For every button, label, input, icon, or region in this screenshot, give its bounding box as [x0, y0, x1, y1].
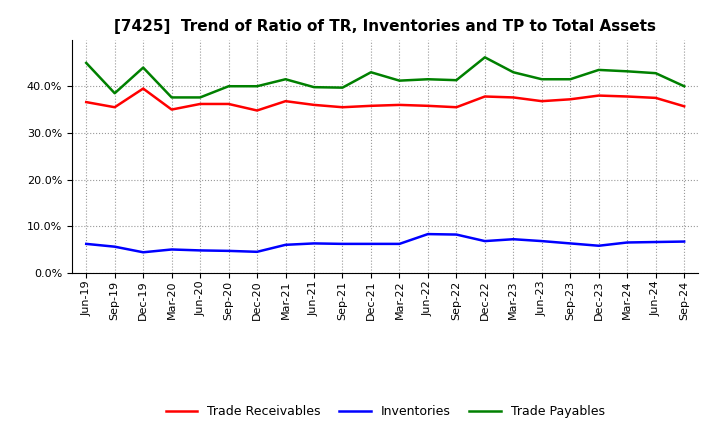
Inventories — [110, 244, 119, 249]
Trade Payables — [282, 77, 290, 82]
Trade Payables — [452, 77, 461, 83]
Trade Payables — [423, 77, 432, 82]
Trade Payables — [366, 70, 375, 75]
Trade Receivables — [139, 86, 148, 91]
Inventories — [225, 248, 233, 253]
Inventories — [338, 241, 347, 246]
Trade Payables — [139, 65, 148, 70]
Trade Payables — [82, 60, 91, 66]
Trade Receivables — [452, 105, 461, 110]
Inventories — [509, 237, 518, 242]
Inventories — [595, 243, 603, 249]
Trade Payables — [537, 77, 546, 82]
Trade Payables — [253, 84, 261, 89]
Inventories — [652, 239, 660, 245]
Trade Payables — [225, 84, 233, 89]
Trade Receivables — [680, 104, 688, 109]
Trade Receivables — [423, 103, 432, 109]
Trade Receivables — [623, 94, 631, 99]
Trade Receivables — [595, 93, 603, 98]
Inventories — [452, 232, 461, 237]
Inventories — [282, 242, 290, 247]
Inventories — [566, 241, 575, 246]
Legend: Trade Receivables, Inventories, Trade Payables: Trade Receivables, Inventories, Trade Pa… — [161, 400, 610, 423]
Trade Payables — [167, 95, 176, 100]
Trade Receivables — [366, 103, 375, 109]
Inventories — [423, 231, 432, 237]
Trade Payables — [338, 85, 347, 90]
Line: Inventories: Inventories — [86, 234, 684, 252]
Title: [7425]  Trend of Ratio of TR, Inventories and TP to Total Assets: [7425] Trend of Ratio of TR, Inventories… — [114, 19, 656, 34]
Trade Receivables — [537, 99, 546, 104]
Trade Payables — [566, 77, 575, 82]
Inventories — [623, 240, 631, 245]
Trade Receivables — [82, 99, 91, 105]
Inventories — [310, 241, 318, 246]
Inventories — [395, 241, 404, 246]
Line: Trade Payables: Trade Payables — [86, 57, 684, 97]
Trade Payables — [395, 78, 404, 83]
Trade Payables — [310, 84, 318, 90]
Trade Receivables — [338, 105, 347, 110]
Trade Receivables — [310, 102, 318, 107]
Trade Receivables — [509, 95, 518, 100]
Trade Receivables — [196, 101, 204, 106]
Trade Receivables — [225, 101, 233, 106]
Trade Payables — [196, 95, 204, 100]
Trade Payables — [595, 67, 603, 73]
Inventories — [253, 249, 261, 254]
Inventories — [139, 249, 148, 255]
Trade Receivables — [480, 94, 489, 99]
Trade Payables — [509, 70, 518, 75]
Line: Trade Receivables: Trade Receivables — [86, 88, 684, 110]
Trade Receivables — [395, 102, 404, 107]
Trade Receivables — [110, 105, 119, 110]
Trade Receivables — [167, 107, 176, 112]
Trade Receivables — [652, 95, 660, 100]
Trade Payables — [652, 70, 660, 76]
Inventories — [196, 248, 204, 253]
Inventories — [167, 247, 176, 252]
Trade Receivables — [282, 99, 290, 104]
Inventories — [82, 241, 91, 246]
Inventories — [480, 238, 489, 244]
Inventories — [366, 241, 375, 246]
Inventories — [537, 238, 546, 244]
Trade Receivables — [566, 97, 575, 102]
Trade Payables — [623, 69, 631, 74]
Trade Receivables — [253, 108, 261, 113]
Trade Payables — [480, 55, 489, 60]
Trade Payables — [110, 91, 119, 96]
Inventories — [680, 239, 688, 244]
Trade Payables — [680, 84, 688, 89]
